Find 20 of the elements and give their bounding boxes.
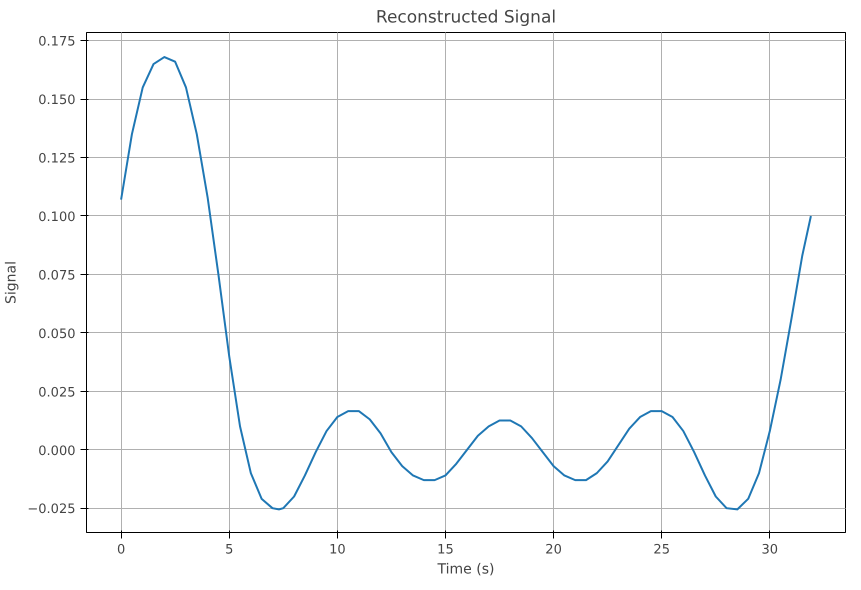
x-tick-label: 15 — [437, 542, 454, 558]
y-tick-label: −0.025 — [27, 502, 76, 518]
line-series — [120, 56, 812, 510]
x-axis-title: Time (s) — [436, 562, 494, 578]
x-tick-label: 0 — [116, 542, 126, 558]
y-tick-label: 0.050 — [38, 326, 76, 342]
chart-title: Reconstructed Signal — [376, 8, 556, 28]
y-tick-label: 0.175 — [38, 34, 76, 50]
y-tick-label: 0.000 — [38, 444, 76, 459]
y-tick-label: 0.125 — [38, 152, 76, 167]
x-tick-label: 10 — [329, 542, 346, 558]
y-tick-label: 0.150 — [38, 93, 76, 108]
x-tick-label: 30 — [762, 542, 778, 558]
y-tick-label: 0.025 — [38, 385, 76, 400]
x-tick-label: 5 — [225, 542, 234, 558]
y-axis-title: Signal — [3, 260, 20, 304]
y-tick-label: 0.075 — [38, 268, 76, 284]
x-tick-label: 25 — [653, 542, 670, 558]
y-tick-label: 0.100 — [38, 210, 76, 225]
x-tick-label: 20 — [545, 542, 562, 558]
